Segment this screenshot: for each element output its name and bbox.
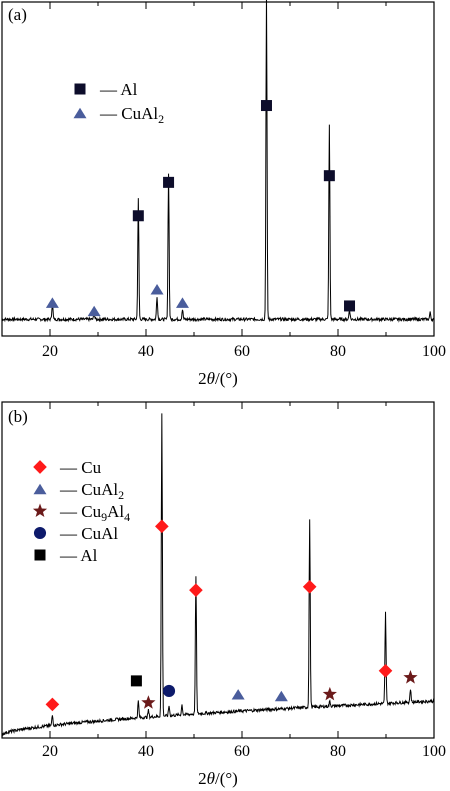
phase-marker-cual2: [231, 689, 245, 700]
phase-marker-cu: [302, 579, 317, 594]
x-tick-label: 60: [234, 343, 250, 360]
x-tick-label: 40: [138, 343, 154, 360]
phase-marker-al: [323, 170, 335, 182]
legend-entry-label: — CuAl2: [59, 480, 124, 502]
phase-marker-cual2: [175, 297, 189, 308]
phase-marker-cual2: [274, 690, 288, 702]
x-axis-label: 2θ/(°): [198, 769, 238, 788]
legend-entry-label: — CuAl2: [99, 104, 164, 126]
legend-marker: [33, 483, 47, 495]
legend-marker: [74, 83, 86, 95]
phase-marker-al: [344, 300, 356, 312]
x-axis-label: 2θ/(°): [198, 369, 238, 388]
panel-a: (a) 20 40 60 80 100 2θ/(°) — Al — CuAl2: [1, 0, 446, 388]
phase-marker-cu: [45, 697, 60, 712]
x-tick-label: 100: [422, 743, 446, 760]
phase-marker-cu: [155, 519, 169, 534]
x-tick-label: 20: [42, 343, 58, 360]
legend-entry-label: — CuAl: [59, 524, 118, 543]
panel-label: (b): [8, 407, 28, 426]
legend: — Cu — CuAl2— Cu9Al4— CuAl — Al: [32, 458, 130, 565]
phase-marker-al: [132, 210, 144, 222]
legend-entry-label: — Cu9Al4: [59, 502, 130, 524]
x-tick-label: 80: [330, 343, 346, 360]
x-tick-label: 20: [42, 743, 58, 760]
phase-marker-cu: [189, 583, 203, 597]
legend-marker: [33, 460, 47, 474]
phase-marker-cual2: [87, 305, 101, 317]
plot-frame: [1, 1, 435, 337]
legend: — Al — CuAl2: [73, 80, 164, 126]
legend-marker: [32, 503, 48, 518]
phase-marker-cu9al4: [403, 670, 418, 684]
diffraction-trace: [1, 0, 435, 323]
x-tick-label: 80: [330, 743, 346, 760]
phase-marker-cu9al4: [322, 686, 337, 701]
legend-entry-label: — Cu: [59, 458, 102, 477]
phase-marker-al: [163, 176, 175, 188]
phase-marker-al: [260, 100, 272, 112]
panel-label: (a): [8, 5, 27, 24]
legend-entry-label: — Al: [59, 546, 98, 565]
phase-marker-al: [130, 675, 142, 687]
phase-marker-cu: [378, 663, 393, 678]
phase-marker-cual2: [150, 284, 164, 295]
x-tick-label: 100: [422, 343, 446, 360]
phase-marker-cual2: [45, 297, 59, 308]
legend-marker: [73, 107, 87, 119]
legend-marker: [33, 526, 47, 540]
phase-marker-cual: [162, 684, 176, 698]
plot-frame: [1, 401, 435, 739]
x-tick-label: 60: [234, 743, 250, 760]
diffraction-trace: [1, 413, 435, 738]
x-tick-label: 40: [138, 743, 154, 760]
phase-marker-cu9al4: [141, 695, 156, 709]
legend-entry-label: — Al: [99, 80, 138, 99]
legend-marker: [34, 549, 46, 561]
